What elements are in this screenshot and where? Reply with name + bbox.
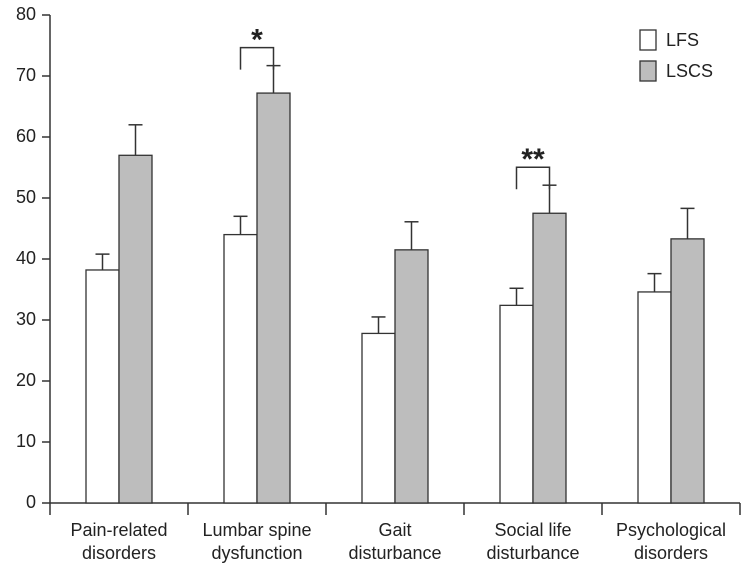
bar	[256, 92, 291, 504]
y-tick-label: 60	[16, 126, 36, 146]
bar	[637, 291, 672, 504]
legend-label: LSCS	[666, 61, 713, 81]
x-tick-label: Gait	[378, 520, 411, 540]
bar	[361, 332, 396, 504]
y-tick-label: 0	[26, 492, 36, 512]
x-tick-label: Social life	[494, 520, 571, 540]
y-tick-label: 10	[16, 431, 36, 451]
bar	[223, 233, 258, 504]
significance-bracket	[515, 166, 551, 190]
x-tick-label: disturbance	[486, 543, 579, 563]
significance-label: **	[521, 143, 545, 176]
legend-label: LFS	[666, 30, 699, 50]
y-tick-label: 70	[16, 65, 36, 85]
x-tick-label: Psychological	[616, 520, 726, 540]
legend-swatch	[639, 60, 657, 82]
significance-label: *	[251, 24, 263, 57]
x-tick-label: dysfunction	[211, 543, 302, 563]
x-tick-label: disorders	[82, 543, 156, 563]
bar	[394, 249, 429, 504]
x-tick-label: disturbance	[348, 543, 441, 563]
bar	[532, 212, 567, 504]
x-tick-label: Pain-related	[70, 520, 167, 540]
y-tick-label: 40	[16, 248, 36, 268]
x-tick-label: Lumbar spine	[202, 520, 311, 540]
y-tick-label: 30	[16, 309, 36, 329]
bar	[499, 304, 534, 504]
x-tick-label: disorders	[634, 543, 708, 563]
bar	[118, 154, 153, 504]
legend-swatch	[639, 29, 657, 51]
y-tick-label: 20	[16, 370, 36, 390]
y-tick-label: 50	[16, 187, 36, 207]
significance-bracket	[239, 46, 275, 70]
bar	[85, 269, 120, 504]
y-tick-label: 80	[16, 4, 36, 24]
bar	[670, 238, 705, 504]
